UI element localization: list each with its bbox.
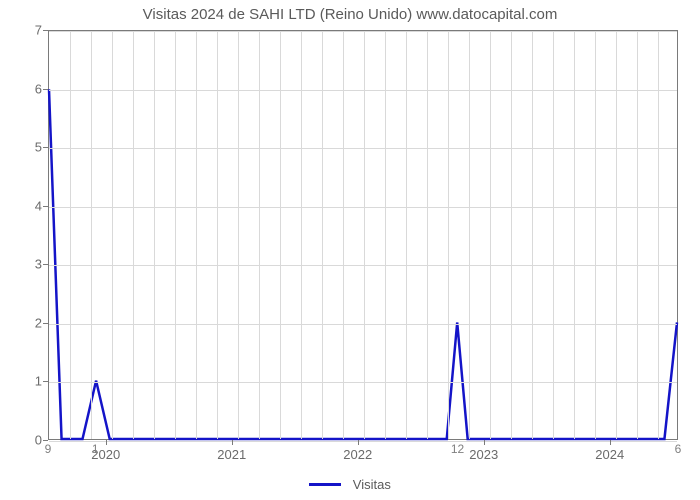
x-tick-mark xyxy=(106,440,107,445)
gridline-v xyxy=(511,31,512,439)
gridline-v xyxy=(490,31,491,439)
gridline-v xyxy=(448,31,449,439)
y-tick-mark xyxy=(43,30,48,31)
plot-area xyxy=(48,30,678,440)
gridline-h xyxy=(49,324,677,325)
visits-line xyxy=(49,31,677,439)
gridline-v xyxy=(70,31,71,439)
y-tick-mark xyxy=(43,323,48,324)
gridline-v xyxy=(238,31,239,439)
gridline-v xyxy=(574,31,575,439)
gridline-v xyxy=(343,31,344,439)
x-year-label: 2024 xyxy=(595,447,624,462)
gridline-v xyxy=(301,31,302,439)
y-tick-label: 1 xyxy=(14,374,42,389)
gridline-v xyxy=(616,31,617,439)
y-tick-mark xyxy=(43,264,48,265)
gridline-v xyxy=(322,31,323,439)
gridline-h xyxy=(49,207,677,208)
gridline-v xyxy=(364,31,365,439)
y-tick-label: 6 xyxy=(14,81,42,96)
gridline-v xyxy=(154,31,155,439)
x-minor-label: 12 xyxy=(451,442,464,456)
x-year-label: 2021 xyxy=(217,447,246,462)
gridline-v xyxy=(259,31,260,439)
x-tick-mark xyxy=(610,440,611,445)
gridline-v xyxy=(133,31,134,439)
gridline-v xyxy=(406,31,407,439)
x-tick-mark xyxy=(232,440,233,445)
y-tick-label: 0 xyxy=(14,433,42,448)
y-tick-mark xyxy=(43,147,48,148)
x-minor-label: 1 xyxy=(92,442,99,456)
gridline-v xyxy=(385,31,386,439)
gridline-h xyxy=(49,148,677,149)
gridline-v xyxy=(112,31,113,439)
gridline-v xyxy=(532,31,533,439)
gridline-v xyxy=(658,31,659,439)
x-year-label: 2023 xyxy=(469,447,498,462)
chart-title: Visitas 2024 de SAHI LTD (Reino Unido) w… xyxy=(0,6,700,23)
gridline-v xyxy=(469,31,470,439)
y-tick-label: 5 xyxy=(14,140,42,155)
gridline-h xyxy=(49,31,677,32)
x-minor-label: 9 xyxy=(45,442,52,456)
x-year-label: 2022 xyxy=(343,447,372,462)
legend-swatch xyxy=(309,483,341,486)
x-tick-mark xyxy=(358,440,359,445)
y-tick-mark xyxy=(43,89,48,90)
y-tick-label: 7 xyxy=(14,23,42,38)
y-tick-label: 3 xyxy=(14,257,42,272)
gridline-h xyxy=(49,90,677,91)
y-tick-label: 2 xyxy=(14,315,42,330)
gridline-h xyxy=(49,441,677,442)
gridline-v xyxy=(217,31,218,439)
gridline-v xyxy=(637,31,638,439)
visits-chart: Visitas 2024 de SAHI LTD (Reino Unido) w… xyxy=(0,0,700,500)
gridline-v xyxy=(196,31,197,439)
gridline-h xyxy=(49,382,677,383)
legend-label: Visitas xyxy=(353,477,391,492)
y-tick-mark xyxy=(43,381,48,382)
gridline-h xyxy=(49,265,677,266)
y-tick-mark xyxy=(43,440,48,441)
gridline-v xyxy=(175,31,176,439)
y-tick-mark xyxy=(43,206,48,207)
gridline-v xyxy=(280,31,281,439)
gridline-v xyxy=(91,31,92,439)
gridline-v xyxy=(553,31,554,439)
x-tick-mark xyxy=(484,440,485,445)
y-tick-label: 4 xyxy=(14,198,42,213)
gridline-v xyxy=(427,31,428,439)
visits-polyline xyxy=(49,89,677,439)
x-minor-label: 6 xyxy=(675,442,682,456)
legend: Visitas xyxy=(0,476,700,492)
gridline-v xyxy=(595,31,596,439)
